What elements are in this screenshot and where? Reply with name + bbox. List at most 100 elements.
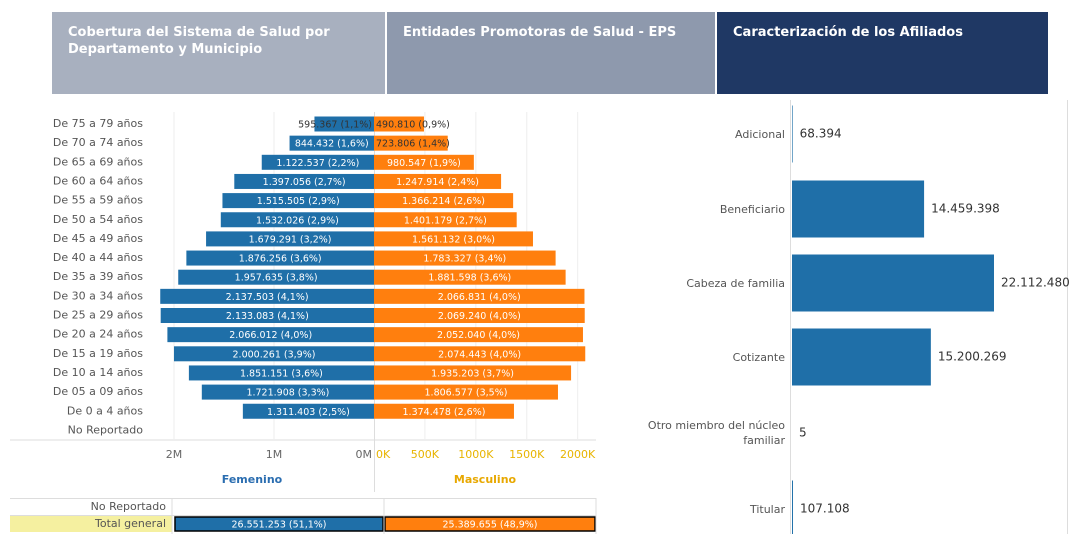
- tab[interactable]: Cobertura del Sistema de Salud por Depar…: [52, 12, 385, 94]
- value-label: 1.876.256 (3,6%): [239, 254, 322, 265]
- x-tick-label: 500K: [411, 448, 440, 461]
- value-label: 2.066.831 (4,0%): [438, 292, 521, 303]
- bar: [206, 231, 374, 247]
- value-label: 5: [799, 426, 807, 440]
- category-label: De 35 a 39 años: [53, 270, 143, 283]
- tab-active[interactable]: Caracterización de los Afiliados: [717, 12, 1048, 94]
- value-label: 1.935.203 (3,7%): [431, 368, 514, 379]
- bar: [792, 105, 793, 163]
- value-label: 2.052.040 (4,0%): [437, 330, 520, 341]
- category-label: Cabeza de familia: [686, 276, 785, 290]
- category-label: De 70 a 74 años: [53, 136, 143, 149]
- total-label: 25.389.655 (48,9%): [442, 520, 537, 531]
- bar: [234, 173, 374, 189]
- bar: [792, 480, 793, 534]
- value-label: 2.066.012 (4,0%): [229, 330, 312, 341]
- category-label: De 10 a 14 años: [53, 366, 143, 379]
- value-label: 1.851.151 (3,6%): [240, 368, 323, 379]
- x-tick-label: 1000K: [458, 448, 494, 461]
- bar: [289, 135, 374, 151]
- bar: [374, 250, 556, 266]
- value-label: 1.311.403 (2,5%): [267, 407, 350, 418]
- bar: [220, 212, 374, 228]
- value-label: 1.515.505 (2,9%): [257, 196, 340, 207]
- total-cell: [384, 516, 596, 532]
- bar: [314, 116, 374, 132]
- value-label: 1.397.056 (2,7%): [263, 177, 346, 188]
- value-label: 2.000.261 (3,9%): [233, 349, 316, 360]
- value-label: 1.532.026 (2,9%): [256, 215, 339, 226]
- category-label: De 45 a 49 años: [53, 232, 143, 245]
- bar: [167, 327, 374, 343]
- value-label: 2.074.443 (4,0%): [438, 349, 521, 360]
- x-tick-label: 2000K: [560, 448, 596, 461]
- category-label: De 60 a 64 años: [53, 174, 143, 187]
- bar: [374, 154, 474, 170]
- bar: [242, 403, 374, 419]
- row-label: No Reportado: [91, 500, 167, 513]
- category-label: De 15 a 19 años: [53, 347, 143, 360]
- bar: [160, 288, 374, 304]
- value-label: 1.374.478 (2,6%): [403, 407, 486, 418]
- value-label: 490.810 (0,9%): [376, 120, 450, 131]
- bar: [374, 116, 424, 132]
- x-tick-label: 0K: [376, 448, 391, 461]
- bar: [374, 231, 533, 247]
- bar: [178, 269, 374, 285]
- category-label: Beneficiario: [719, 202, 785, 216]
- category-label: De 25 a 29 años: [53, 309, 143, 322]
- bar: [374, 269, 566, 285]
- x-tick-label: 1500K: [509, 448, 545, 461]
- value-label: 1.401.179 (2,7%): [404, 215, 487, 226]
- bar: [222, 193, 374, 209]
- total-label: 26.551.253 (51,1%): [231, 520, 326, 531]
- axis-title: Femenino: [222, 473, 283, 486]
- row-label: Total general: [94, 517, 166, 530]
- bar: [792, 180, 925, 238]
- category-label: De 0 a 4 años: [67, 404, 143, 417]
- bar: [188, 365, 374, 381]
- bar: [374, 403, 514, 419]
- category-label: Otro miembro del núcleo familiar: [647, 419, 785, 447]
- bar: [374, 173, 502, 189]
- value-label: 1.122.537 (2,2%): [276, 158, 359, 169]
- bar: [374, 193, 514, 209]
- category-label: De 75 a 79 años: [53, 117, 143, 130]
- value-label: 1.783.327 (3,4%): [423, 254, 506, 265]
- bar: [173, 346, 374, 362]
- bar: [374, 365, 572, 381]
- category-label: Adicional: [735, 127, 785, 141]
- bar: [374, 327, 583, 343]
- category-label: De 50 a 54 años: [53, 213, 143, 226]
- value-label: 2.069.240 (4,0%): [438, 311, 521, 322]
- row-highlight: [10, 516, 172, 532]
- value-label: 1.247.914 (2,4%): [396, 177, 479, 188]
- category-label: De 30 a 34 años: [53, 289, 143, 302]
- value-label: 2.137.503 (4,1%): [226, 292, 309, 303]
- category-label: No Reportado: [68, 423, 144, 436]
- bar: [374, 384, 558, 400]
- bar: [374, 135, 448, 151]
- value-label: 22.112.480: [1001, 276, 1070, 290]
- category-label: De 40 a 44 años: [53, 251, 143, 264]
- bar: [374, 346, 586, 362]
- tab[interactable]: Entidades Promotoras de Salud - EPS: [387, 12, 715, 94]
- value-label: 107.108: [800, 502, 850, 516]
- value-label: 1.806.577 (3,5%): [425, 388, 508, 399]
- axis-title: Masculino: [454, 473, 517, 486]
- value-label: 1.957.635 (3,8%): [235, 273, 318, 284]
- value-label: 15.200.269: [938, 350, 1007, 364]
- value-label: 844.432 (1,6%): [295, 139, 369, 150]
- bar: [374, 308, 585, 323]
- x-tick-label: 1M: [266, 448, 283, 461]
- value-label: 2.133.083 (4,1%): [226, 311, 309, 322]
- bar: [186, 250, 374, 266]
- x-tick-label: 0M: [356, 448, 373, 461]
- value-label: 14.459.398: [931, 202, 1000, 216]
- category-label: Titular: [749, 502, 785, 516]
- bar: [792, 254, 994, 312]
- value-label: 723.806 (1,4%): [376, 139, 450, 150]
- value-label: 1.679.291 (3,2%): [249, 234, 332, 245]
